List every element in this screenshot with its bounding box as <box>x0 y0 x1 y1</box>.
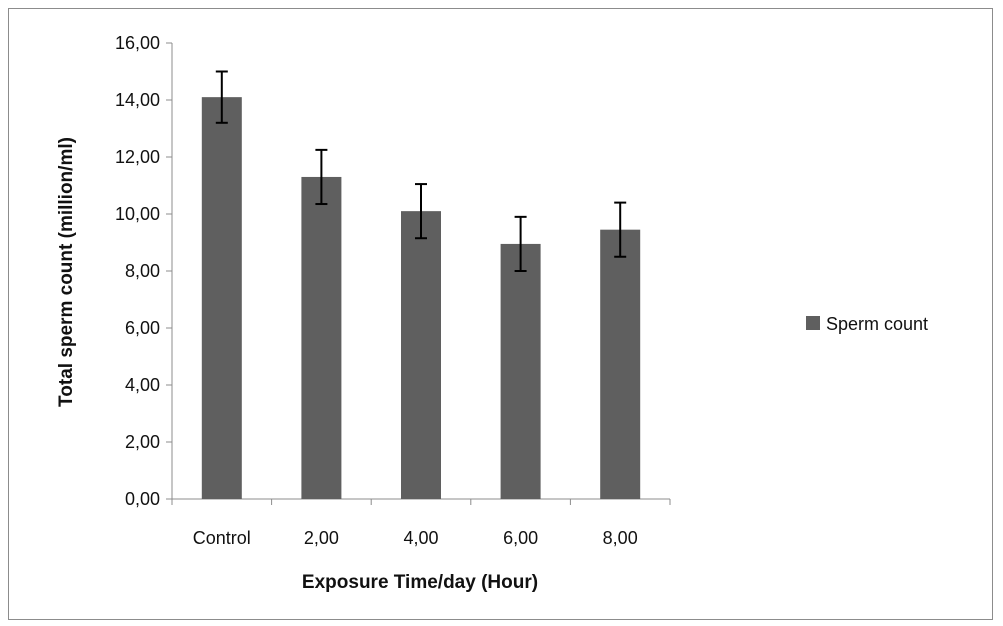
y-tick-labels: 0,00 2,00 4,00 6,00 8,00 10,00 12,00 14,00 16,00 <box>115 33 160 509</box>
bar <box>600 229 641 500</box>
y-tick-label: 4,00 <box>125 375 160 395</box>
x-tick-label: Control <box>193 528 251 548</box>
bars <box>201 97 641 500</box>
y-axis-title: Total sperm count (million/ml) <box>56 137 77 407</box>
bar <box>201 97 242 500</box>
x-tick-label: 8,00 <box>603 528 638 548</box>
legend-swatch <box>806 316 820 330</box>
y-tick-label: 2,00 <box>125 432 160 452</box>
bar <box>500 243 541 499</box>
bar <box>301 176 342 499</box>
x-tick-label: 2,00 <box>304 528 339 548</box>
y-tick-label: 14,00 <box>115 90 160 110</box>
y-tick-label: 12,00 <box>115 147 160 167</box>
legend: Sperm count <box>806 314 928 334</box>
x-tick-label: 4,00 <box>403 528 438 548</box>
y-tick-label: 10,00 <box>115 204 160 224</box>
y-tick-label: 16,00 <box>115 33 160 53</box>
y-tick-label: 8,00 <box>125 261 160 281</box>
x-tick-label: 6,00 <box>503 528 538 548</box>
error-bars <box>215 70 627 272</box>
bar <box>401 211 441 499</box>
x-tick-labels: Control 2,00 4,00 6,00 8,00 <box>193 528 638 548</box>
legend-label: Sperm count <box>826 314 928 334</box>
x-axis-title: Exposure Time/day (Hour) <box>302 572 538 593</box>
y-tick-label: 0,00 <box>125 489 160 509</box>
y-tick-label: 6,00 <box>125 318 160 338</box>
